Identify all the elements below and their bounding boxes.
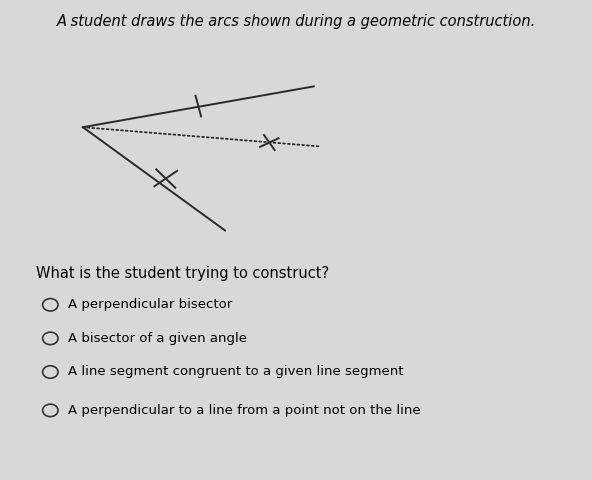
Text: A perpendicular to a line from a point not on the line: A perpendicular to a line from a point n… bbox=[68, 404, 421, 417]
Text: A line segment congruent to a given line segment: A line segment congruent to a given line… bbox=[68, 365, 404, 379]
Text: A bisector of a given angle: A bisector of a given angle bbox=[68, 332, 247, 345]
Text: A student draws the arcs shown during a geometric construction.: A student draws the arcs shown during a … bbox=[56, 14, 536, 29]
Text: A perpendicular bisector: A perpendicular bisector bbox=[68, 298, 232, 312]
Text: What is the student trying to construct?: What is the student trying to construct? bbox=[36, 266, 329, 281]
